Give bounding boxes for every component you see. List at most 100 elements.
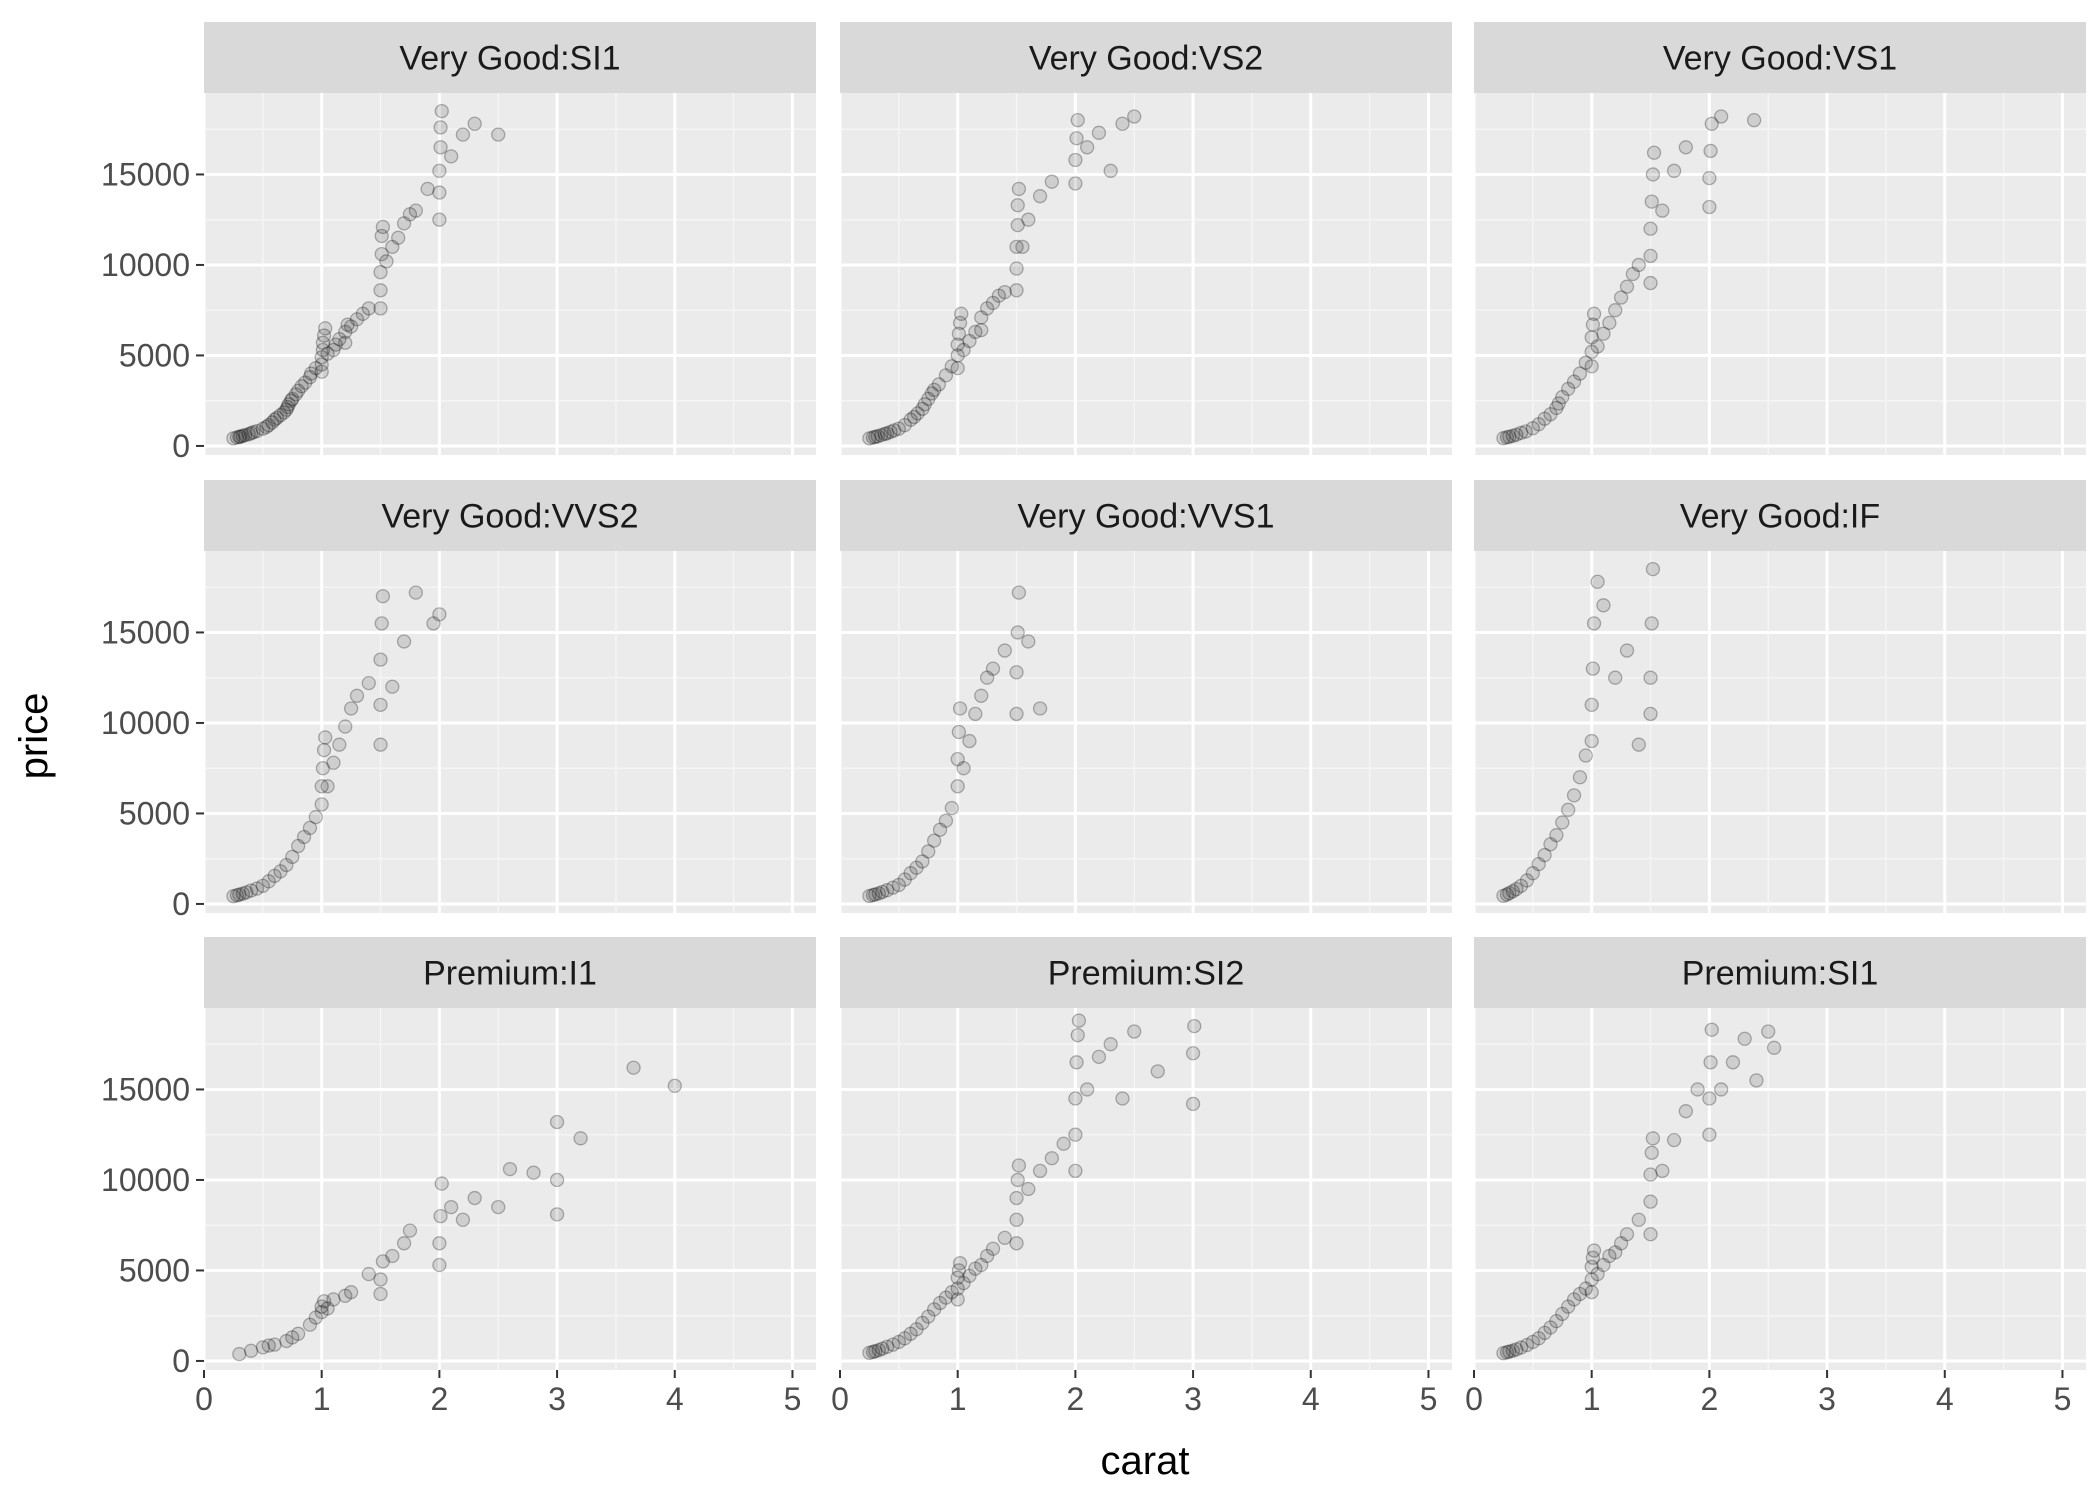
scatter-point: [865, 430, 881, 445]
scatter-point: [332, 332, 347, 347]
scatter-point: [1509, 427, 1524, 442]
scatter-point: [927, 833, 942, 848]
scatter-point: [1602, 1248, 1617, 1264]
scatter-point: [340, 317, 355, 332]
scatter-point: [1643, 1167, 1658, 1182]
scatter-point: [314, 779, 329, 794]
scatter-point: [956, 1275, 971, 1291]
scatter-point: [868, 1344, 883, 1359]
scatter-point: [1590, 339, 1605, 354]
scatter-point: [1555, 389, 1570, 405]
scatter-point: [1502, 1344, 1517, 1359]
scatter-point: [1543, 837, 1558, 852]
scatter-point: [1643, 1194, 1658, 1209]
scatter-point: [320, 346, 335, 361]
scatter-point: [968, 1261, 983, 1276]
scatter-point: [921, 1309, 936, 1324]
facet-title: Premium:I1: [423, 955, 597, 993]
scatter-point: [950, 1270, 965, 1285]
scatter-point: [897, 872, 912, 887]
scatter-point: [910, 406, 925, 421]
scatter-point: [875, 1341, 890, 1356]
scatter-point: [279, 857, 294, 873]
scatter-point: [951, 724, 967, 740]
scatter-point: [294, 379, 309, 394]
scatter-point: [259, 419, 274, 435]
scatter-point: [877, 426, 892, 442]
scatter-point: [944, 359, 959, 374]
scatter-point: [1505, 428, 1520, 443]
scatter-point: [314, 350, 329, 365]
scatter-point: [950, 1281, 965, 1296]
scatter-point: [261, 1338, 276, 1353]
scatter-point: [373, 652, 388, 667]
scatter-point: [952, 1256, 968, 1271]
facet-panel: Very Good:VVS2: [202, 480, 816, 913]
scatter-point: [328, 337, 343, 352]
scatter-point: [338, 1288, 353, 1303]
facet-strip: [1474, 937, 2086, 1008]
scatter-point: [285, 1330, 300, 1345]
scatter-point: [233, 429, 248, 444]
facet-strip: [1474, 480, 2086, 551]
y-tick-label: 0: [172, 886, 190, 922]
scatter-point: [1032, 189, 1048, 204]
scatter-point: [1555, 815, 1570, 830]
scatter-point: [1021, 1181, 1036, 1197]
y-tick-label: 10000: [101, 247, 190, 283]
scatter-point: [1070, 113, 1085, 128]
scatter-point: [1585, 1250, 1601, 1265]
scatter-point: [875, 884, 890, 900]
scatter-point: [229, 430, 245, 445]
scatter-point: [1525, 1334, 1540, 1350]
scatter-point: [361, 1266, 376, 1282]
scatter-point: [1519, 873, 1535, 888]
facet-title: Very Good:IF: [1680, 498, 1880, 536]
facet-strip: [204, 480, 816, 551]
y-tick-label: 5000: [119, 795, 190, 831]
scatter-point: [549, 1114, 565, 1130]
scatter-point: [408, 585, 423, 600]
scatter-point: [865, 887, 881, 903]
scatter-point: [1690, 1082, 1705, 1097]
scatter-point: [927, 1302, 942, 1317]
scatter-point: [1578, 355, 1593, 370]
scatter-point: [1608, 670, 1623, 685]
scatter-point: [985, 661, 1001, 676]
scatter-point: [1578, 748, 1593, 763]
scatter-point: [491, 1199, 506, 1215]
scatter-point: [396, 634, 412, 649]
scatter-point: [1625, 266, 1641, 282]
scatter-point: [883, 424, 898, 439]
scatter-point: [1010, 198, 1025, 213]
scatter-point: [951, 326, 967, 341]
scatter-point: [952, 315, 968, 331]
scatter-point: [338, 335, 353, 350]
scatter-point: [373, 283, 388, 298]
scatter-point: [302, 820, 318, 836]
scatter-point: [974, 1257, 989, 1273]
scatter-point: [314, 364, 329, 379]
scatter-point: [1187, 1018, 1202, 1034]
scatter-point: [243, 883, 259, 898]
scatter-point: [956, 342, 971, 358]
scatter-point: [1115, 116, 1130, 131]
scatter-point: [1011, 1158, 1027, 1173]
scatter-point: [1127, 1024, 1142, 1039]
scatter-point: [1009, 1212, 1024, 1227]
scatter-point: [1032, 701, 1048, 716]
scatter-point: [868, 429, 883, 445]
scatter-point: [373, 697, 388, 712]
scatter-point: [261, 417, 276, 433]
scatter-point: [1608, 1245, 1623, 1260]
scatter-point: [1103, 1037, 1118, 1052]
scatter-point: [921, 844, 936, 859]
scatter-point: [1646, 145, 1662, 160]
scatter-point: [373, 301, 388, 316]
scatter-point: [308, 360, 323, 376]
scatter-point: [1549, 828, 1564, 843]
scatter-point: [1584, 344, 1599, 359]
scatter-point: [1543, 1320, 1558, 1335]
scatter-point: [862, 431, 877, 446]
scatter-point: [314, 357, 329, 372]
